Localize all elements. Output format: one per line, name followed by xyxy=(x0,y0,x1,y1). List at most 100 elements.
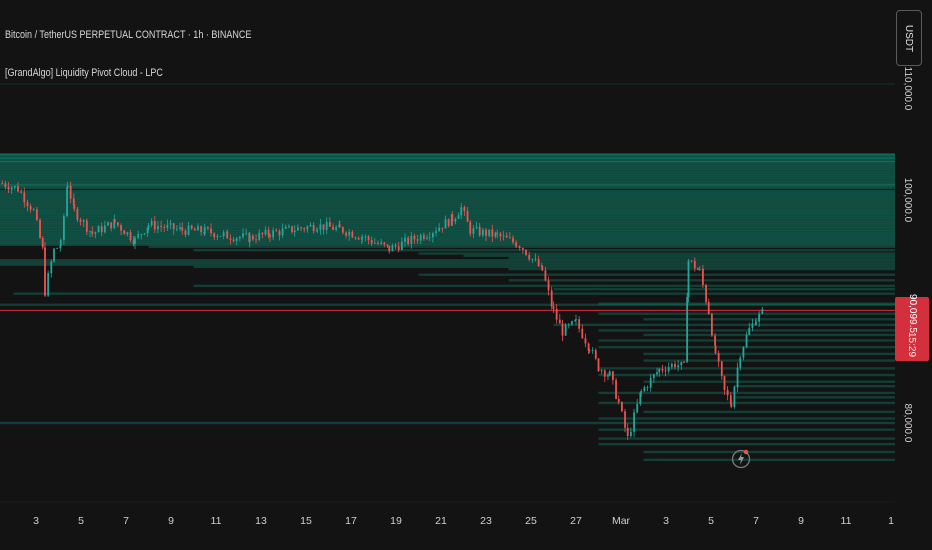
cloud-level xyxy=(0,243,895,246)
cloud-level xyxy=(643,318,895,321)
cloud-level xyxy=(0,174,895,177)
candle-body xyxy=(175,228,178,230)
flash-icon[interactable] xyxy=(731,441,751,477)
candle-body xyxy=(73,204,76,209)
candle-body xyxy=(269,235,271,238)
cloud-level xyxy=(598,329,895,332)
cloud-level xyxy=(0,167,895,170)
candle-body xyxy=(711,313,713,336)
candle-body xyxy=(380,242,383,244)
cloud-level xyxy=(0,178,895,182)
cloud-level xyxy=(0,421,895,425)
currency-button[interactable]: USDT xyxy=(896,10,922,66)
candle-body xyxy=(328,222,331,227)
candle-body xyxy=(338,224,341,228)
candle-body xyxy=(707,302,710,314)
candle-body xyxy=(745,334,748,348)
candle-body xyxy=(190,225,193,229)
candle-body xyxy=(491,229,494,237)
candle-body xyxy=(367,236,370,241)
cloud-level xyxy=(0,157,895,160)
candle-body xyxy=(643,387,646,391)
candle-body xyxy=(82,220,85,222)
candle-body xyxy=(597,358,600,372)
time-axis[interactable]: 3 5 7 9 11 13 15 17 19 21 23 25 27 Mar 3 5 7 9 11 1 xyxy=(33,515,894,527)
cloud-level xyxy=(508,267,895,271)
candle-body xyxy=(94,232,97,234)
candle-body xyxy=(322,224,325,230)
candle-body xyxy=(126,232,129,235)
candle-body xyxy=(197,226,199,231)
candle-body xyxy=(100,226,103,233)
candle-body xyxy=(89,231,91,233)
candle-body xyxy=(656,372,658,375)
candle-body xyxy=(400,241,403,250)
symbol-title[interactable]: Bitcoin / TetherUS PERPETUAL CONTRACT · … xyxy=(5,29,252,41)
candle-body xyxy=(729,395,732,404)
candle-body xyxy=(525,249,527,256)
candle-body xyxy=(447,219,450,226)
x-tick-label: 5 xyxy=(708,515,714,527)
candle-body xyxy=(502,235,505,237)
cloud-level xyxy=(643,410,895,414)
candle-body xyxy=(720,361,723,376)
candle-body xyxy=(66,185,69,188)
x-tick-label: 9 xyxy=(168,515,174,527)
candle-body xyxy=(193,228,196,231)
candle-body xyxy=(373,242,376,244)
candle-body xyxy=(544,270,547,281)
candle-body xyxy=(332,226,334,230)
candle-body xyxy=(407,237,410,244)
candle-body xyxy=(315,230,318,232)
candle-body xyxy=(739,357,742,368)
candle-body xyxy=(652,374,655,378)
cloud-level xyxy=(0,201,895,204)
candle-body xyxy=(714,335,716,346)
candle-body xyxy=(278,231,281,236)
candle-body xyxy=(531,258,534,260)
candle-body xyxy=(1,183,4,185)
cloud-level xyxy=(0,180,895,184)
cloud-level xyxy=(418,252,895,255)
candle-body xyxy=(499,233,502,237)
candle-body xyxy=(636,404,639,413)
candle-body xyxy=(303,228,306,230)
candle-body xyxy=(179,227,181,229)
candle-body xyxy=(674,363,676,368)
candle-body xyxy=(85,220,88,232)
candle-body xyxy=(466,211,469,222)
candle-body xyxy=(481,229,484,236)
cloud-level xyxy=(148,245,895,249)
cloud-level xyxy=(598,401,895,405)
candle-body xyxy=(361,237,364,238)
cloud-level xyxy=(598,302,895,305)
candle-body xyxy=(541,265,544,271)
candle-body xyxy=(633,412,635,432)
candle-body xyxy=(472,228,475,234)
candle-body xyxy=(63,216,65,241)
candle-body xyxy=(419,235,422,241)
candle-body xyxy=(438,227,441,232)
candle-body xyxy=(32,209,35,211)
candle-body xyxy=(608,371,611,376)
candle-body xyxy=(281,228,284,236)
cloud-level xyxy=(0,227,895,231)
cloud-level xyxy=(0,160,895,164)
x-tick-label: 11 xyxy=(211,515,222,527)
cloud-level xyxy=(193,265,895,269)
candle-body xyxy=(325,222,328,230)
candle-body xyxy=(607,375,609,377)
indicator-title[interactable]: [GrandAlgo] Liquidity Pivot Cloud - LPC xyxy=(5,67,163,79)
candle-body xyxy=(187,225,190,235)
candle-body xyxy=(110,222,113,229)
cloud-level xyxy=(0,183,895,186)
cloud-level xyxy=(0,214,895,217)
candle-body xyxy=(181,227,184,231)
cloud-level xyxy=(0,198,895,202)
candle-body xyxy=(758,313,761,322)
price-series xyxy=(1,180,764,440)
candle-body xyxy=(714,345,717,353)
candle-body xyxy=(661,368,664,371)
candle-body xyxy=(293,230,296,233)
